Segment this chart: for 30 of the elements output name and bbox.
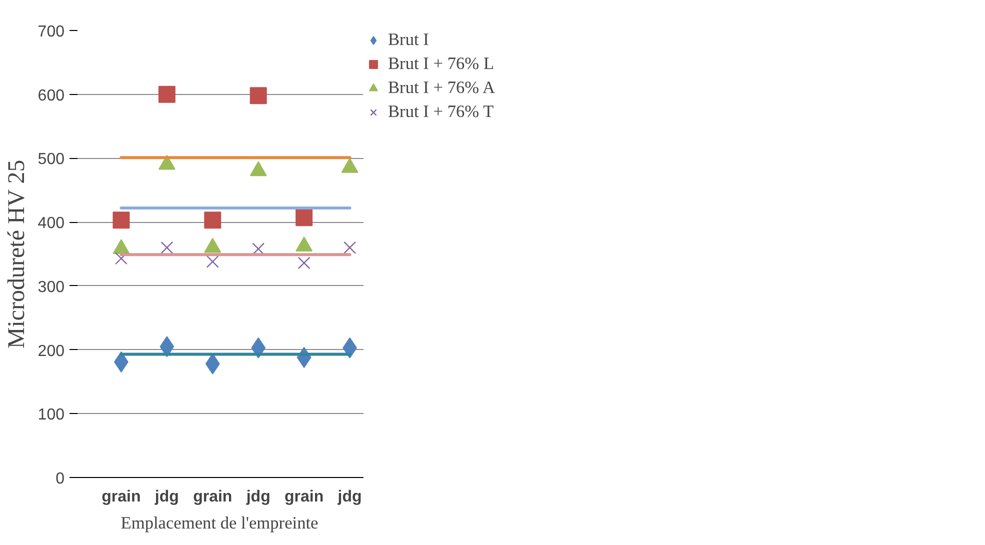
x-tick-label: grain <box>284 488 324 506</box>
y-tick-label: 300 <box>38 278 65 296</box>
x-tick-label: jdg <box>154 488 179 506</box>
y-tick-label: 200 <box>38 342 65 360</box>
point <box>206 255 219 268</box>
point <box>204 212 222 229</box>
legend-label: Brut I + 76% A <box>388 78 495 98</box>
x-tick-label: jdg <box>336 488 362 506</box>
y-axis-title: Microdureté HV 25 <box>4 160 30 349</box>
point <box>158 86 176 103</box>
y-tick-label: 600 <box>38 87 65 104</box>
y-tick-label: 500 <box>38 151 65 168</box>
x-tick-label: grain <box>193 488 232 506</box>
point <box>296 209 313 226</box>
x-tick-label: jdg <box>245 488 270 506</box>
y-tick-label: 400 <box>38 215 65 232</box>
point <box>114 252 128 265</box>
legend-label: Brut I <box>388 30 429 50</box>
point <box>250 87 267 104</box>
x-axis-title: Emplacement de l'empreinte <box>120 514 319 532</box>
point <box>160 241 174 254</box>
point <box>112 212 130 229</box>
y-tick-label: 0 <box>56 470 65 488</box>
x-tick-label: grain <box>102 488 141 506</box>
point <box>298 256 310 270</box>
legend-label: Brut I + 76% T <box>388 102 494 122</box>
y-tick-label: 100 <box>38 406 65 424</box>
point <box>344 241 356 254</box>
legend-label: Brut I + 76% L <box>388 54 494 74</box>
y-tick-label: 700 <box>38 24 65 40</box>
